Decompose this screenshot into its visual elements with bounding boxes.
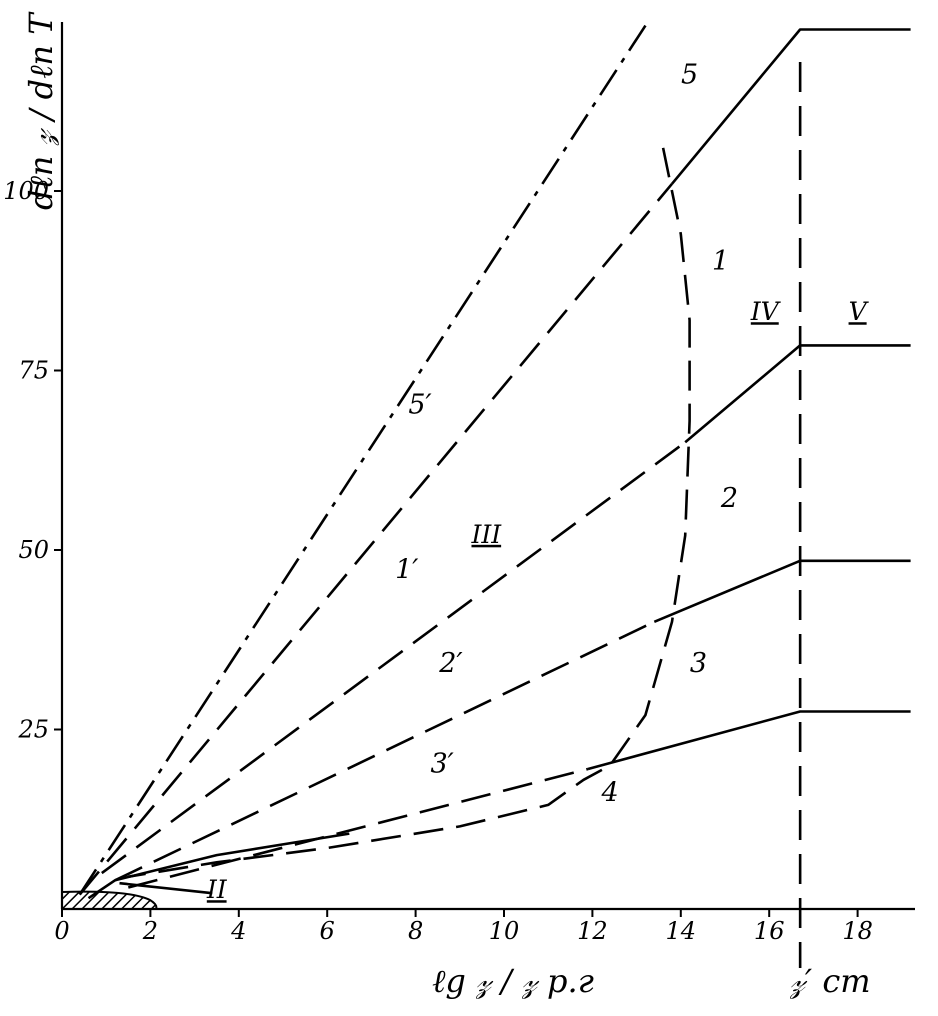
- series-line-2: [684, 344, 911, 444]
- series-line-3-prime: [114, 620, 655, 882]
- x-tick-label: 6: [320, 917, 335, 945]
- x-tick-label: 0: [54, 917, 69, 945]
- x-tick-label: 14: [666, 917, 697, 945]
- series-line-1-prime: [78, 182, 673, 896]
- hatched-origin-region: [61, 890, 158, 910]
- x-axis-label: ℓg 𝓏 / 𝓏 p.г: [432, 962, 594, 1000]
- x-tick-label: 12: [577, 917, 608, 945]
- x-tick-label: 2: [142, 917, 158, 945]
- series-line-1: [670, 28, 911, 185]
- y-tick-label: 75: [18, 357, 49, 385]
- vertical-marker-label: 𝓏′ ст: [789, 962, 871, 1000]
- series-line-4-prime: [127, 767, 589, 889]
- x-ticks: 0 2 4 6 8 10 12 14 16 18: [54, 909, 873, 945]
- curve-label: 3: [690, 648, 707, 679]
- region-label: IV: [750, 297, 782, 326]
- curve-label: 2′: [438, 648, 462, 679]
- curve-label: 5: [681, 59, 698, 90]
- curve-label: 1′: [395, 555, 418, 586]
- y-tick-label: 50: [18, 536, 49, 564]
- x-tick-label: 16: [754, 917, 785, 945]
- series-line-4: [587, 710, 911, 771]
- curve-label: 1: [712, 246, 729, 277]
- y-tick-label: 25: [17, 716, 49, 744]
- series-line-boundary: [128, 147, 691, 878]
- x-tick-label: 4: [230, 917, 246, 945]
- series-line-2-prime: [101, 441, 686, 875]
- x-tick-label: 8: [408, 917, 423, 945]
- series-line-lower: [87, 832, 350, 900]
- region-label: III: [470, 520, 502, 549]
- x-tick-label: 10: [489, 917, 520, 945]
- series-line-3: [653, 559, 911, 623]
- region-label: II: [206, 875, 228, 904]
- series-line-5-prime: [78, 17, 651, 896]
- curve-label: 4: [600, 777, 618, 808]
- series-group: [78, 17, 911, 900]
- y-ticks: 25 50 75 100: [3, 177, 62, 744]
- axes: [60, 22, 915, 911]
- y-axis-label: dℓn 𝓏 / dℓn T: [22, 11, 60, 210]
- series-line-ii-leader: [119, 881, 213, 895]
- curve-label: 3′: [430, 749, 453, 780]
- curve-label: 5′: [408, 390, 431, 421]
- y-tick-label: 100: [3, 177, 49, 205]
- curve-label: 2: [720, 483, 738, 514]
- x-tick-label: 18: [842, 917, 873, 945]
- region-label: V: [849, 297, 870, 326]
